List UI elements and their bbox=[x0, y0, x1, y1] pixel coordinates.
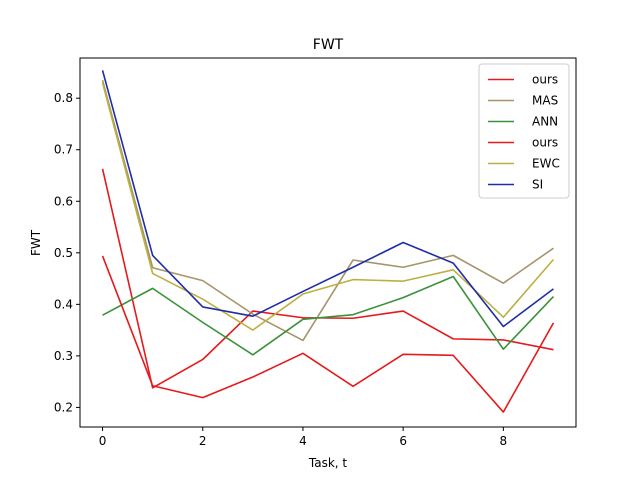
y-axis-label: FWT bbox=[29, 229, 43, 256]
y-tick-label: 0.4 bbox=[54, 297, 73, 311]
series-line-ours-0 bbox=[101, 168, 554, 389]
series-line-si-5 bbox=[101, 70, 554, 328]
legend-label: SI bbox=[532, 178, 543, 192]
y-ticks: 0.2 0.3 0.4 0.5 0.6 0.7 0.8 bbox=[54, 91, 80, 414]
x-ticks: 0 2 4 6 8 bbox=[99, 427, 507, 448]
y-tick-label: 0.8 bbox=[54, 91, 73, 105]
series-line-mas-1 bbox=[101, 79, 554, 342]
y-tick-label: 0.3 bbox=[54, 349, 73, 363]
legend: ours MAS ANN ours EWC SI bbox=[478, 63, 570, 199]
x-tick-label: 8 bbox=[500, 434, 508, 448]
series-layer bbox=[101, 70, 555, 413]
series-line-ours-3 bbox=[101, 255, 555, 413]
legend-label: ours bbox=[532, 136, 558, 150]
chart-title: FWT bbox=[313, 37, 344, 53]
y-tick-label: 0.5 bbox=[54, 246, 73, 260]
x-tick-label: 6 bbox=[399, 434, 407, 448]
axes-layer bbox=[79, 57, 577, 428]
x-tick-label: 0 bbox=[99, 434, 107, 448]
series-line-ann-2 bbox=[102, 275, 555, 356]
plot-frame bbox=[79, 57, 577, 428]
legend-label: MAS bbox=[532, 94, 558, 108]
x-tick-label: 2 bbox=[199, 434, 207, 448]
y-tick-label: 0.6 bbox=[54, 194, 73, 208]
legend-box bbox=[478, 63, 570, 199]
y-tick-label: 0.7 bbox=[54, 143, 73, 157]
x-tick-label: 4 bbox=[299, 434, 307, 448]
x-axis-label: Task, t bbox=[308, 456, 348, 470]
legend-label: EWC bbox=[532, 157, 560, 171]
legend-label: ours bbox=[532, 73, 558, 87]
legend-label: ANN bbox=[532, 115, 558, 129]
y-tick-label: 0.2 bbox=[54, 400, 73, 414]
